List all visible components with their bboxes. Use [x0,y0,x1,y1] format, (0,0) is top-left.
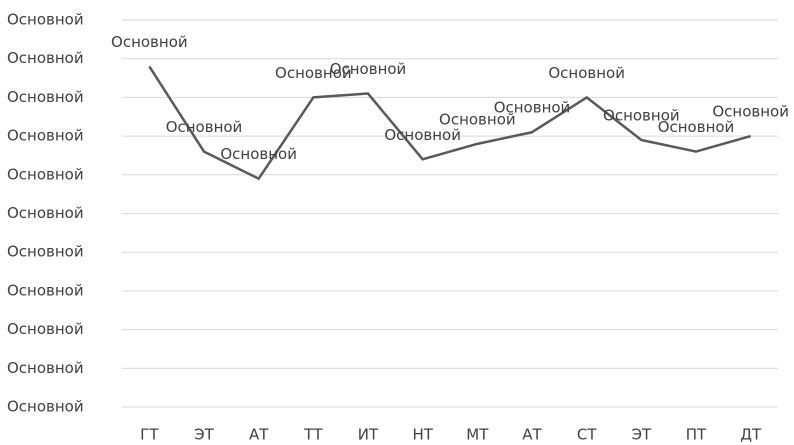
x-tick-label: ЭТ [194,426,214,444]
y-tick-label: Основной [7,281,84,299]
data-label: Основной [603,106,680,124]
x-tick-label: ТТ [303,426,323,444]
x-tick-label: ПТ [686,426,707,444]
x-tick-label: АТ [522,426,542,444]
data-label: Основной [658,118,735,136]
data-label: Основной [712,103,789,121]
x-tick-label: ИТ [358,426,379,444]
y-tick-label: Основной [7,11,84,29]
x-tick-label: МТ [466,426,489,444]
y-tick-label: Основной [7,88,84,106]
x-tick-label: НТ [412,426,433,444]
data-label: Основной [275,64,352,82]
data-label: Основной [220,145,297,163]
y-tick-label: Основной [7,127,84,145]
x-tick-label: ГТ [140,426,159,444]
y-tick-label: Основной [7,165,84,183]
data-label: Основной [330,60,407,78]
y-tick-label: Основной [7,243,84,261]
data-label: Основной [384,126,461,144]
data-label: Основной [494,99,571,117]
y-tick-label: Основной [7,359,84,377]
data-label: Основной [166,118,243,136]
data-label: Основной [548,64,625,82]
x-tick-label: АТ [249,426,269,444]
data-label: Основной [111,33,188,51]
y-tick-label: Основной [7,320,84,338]
y-tick-label: Основной [7,204,84,222]
y-tick-label: Основной [7,398,84,416]
line-series [148,65,752,180]
x-tick-label: ЭТ [632,426,652,444]
x-tick-label: ДТ [740,426,762,444]
data-label: Основной [439,110,516,128]
y-tick-label: Основной [7,49,84,67]
x-tick-label: СТ [577,426,597,444]
